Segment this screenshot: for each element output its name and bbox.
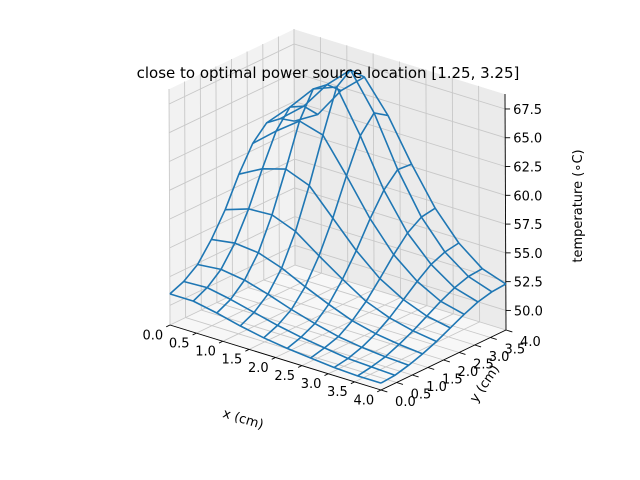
- wire-line-x: [192, 105, 319, 302]
- x-tick-label: 1.5: [222, 353, 243, 368]
- y-tick-label: 2.5: [473, 358, 494, 373]
- grid-line-z: [169, 72, 506, 139]
- x-tick-mark: [192, 332, 197, 336]
- y-tick-mark: [474, 344, 482, 348]
- x-tick-label: 0.0: [142, 328, 163, 343]
- y-tick-mark: [380, 389, 388, 393]
- y-tick-label: 1.5: [442, 373, 463, 388]
- wire-line-y: [280, 69, 493, 293]
- wire-line-y: [266, 86, 479, 303]
- wire-line-y: [211, 238, 423, 355]
- grid-line-y: [231, 58, 444, 361]
- z-tick-label: 52.5: [514, 276, 543, 291]
- wire-line-y: [252, 120, 465, 316]
- x-tick-mark: [271, 357, 276, 360]
- wire-line-y: [294, 76, 507, 285]
- wire-line-y: [169, 293, 382, 384]
- z-tick-label: 55.0: [514, 247, 543, 262]
- x-tick-label: 3.5: [327, 385, 348, 400]
- z-tick-label: 60.0: [513, 189, 542, 204]
- grid-lines: [168, 28, 507, 391]
- grid-line-z: [169, 158, 506, 225]
- x-axis-label: x (cm): [221, 406, 265, 433]
- grid-line-z: [168, 43, 506, 110]
- z-tick-label: 50.0: [514, 304, 543, 319]
- wire-line-x: [263, 112, 389, 339]
- wire-line-x: [286, 163, 412, 350]
- z-tick-label: 67.5: [513, 103, 542, 118]
- grid-line-z: [169, 101, 506, 167]
- wire-line-y: [238, 168, 451, 329]
- x-tick-label: 2.0: [248, 361, 269, 376]
- wireframe-surface: [169, 69, 507, 384]
- y-tick-mark: [427, 367, 435, 370]
- wire-line-y: [225, 208, 437, 343]
- z-axis-line: [504, 93, 507, 331]
- z-tick-label: 65.0: [513, 132, 542, 147]
- z-tick-label: 62.5: [513, 161, 542, 176]
- wire-line-x: [357, 268, 483, 377]
- z-axis-label: temperature (∘C): [571, 149, 586, 262]
- grid-line-y: [262, 43, 475, 346]
- y-tick-label: 4.0: [520, 335, 541, 350]
- y-tick-label: 3.5: [504, 343, 525, 358]
- y-tick-mark: [396, 382, 404, 385]
- wire-line-x: [216, 83, 342, 314]
- x-tick-mark: [350, 381, 355, 385]
- y-tick-label: 1.0: [426, 380, 447, 395]
- x-tick-mark: [377, 389, 382, 393]
- chart-title: close to optimal power source location […: [137, 64, 520, 82]
- x-tick-label: 0.5: [169, 336, 190, 351]
- wire-line-x: [333, 242, 460, 369]
- grid-line-z: [169, 129, 506, 196]
- grid-line-z: [169, 187, 506, 254]
- z-tick-label: 57.5: [514, 218, 543, 233]
- y-tick-mark: [490, 337, 497, 340]
- wire-line-y: [197, 263, 409, 366]
- grid-line-y: [246, 51, 460, 353]
- tick-labels: 0.00.51.01.52.02.53.03.54.0 0.00.51.01.52…: [142, 103, 542, 410]
- y-tick-mark: [458, 352, 466, 355]
- y-tick-label: 3.0: [489, 350, 510, 365]
- x-tick-label: 3.0: [301, 377, 322, 392]
- grid-line-y: [199, 73, 413, 376]
- grid-line-y: [293, 28, 507, 331]
- y-tick-label: 2.0: [458, 365, 479, 380]
- x-tick-mark: [166, 324, 171, 328]
- wire-line-x: [169, 117, 295, 295]
- x-tick-mark: [218, 340, 223, 344]
- y-tick-mark: [443, 359, 450, 363]
- x-tick-mark: [324, 373, 329, 376]
- x-tick-label: 2.5: [274, 369, 295, 384]
- y-tick-mark: [505, 329, 513, 333]
- y-tick-label: 0.5: [411, 388, 432, 403]
- wire-line-x: [380, 283, 507, 384]
- x-tick-mark: [297, 365, 303, 368]
- y-tick-label: 0.0: [395, 395, 416, 410]
- x-tick-label: 4.0: [353, 393, 374, 408]
- y-tick-mark: [412, 374, 419, 378]
- x-tick-label: 1.0: [195, 345, 216, 360]
- grid-line-z: [169, 244, 507, 311]
- wire-line-y: [183, 280, 396, 377]
- grid-line-y: [184, 81, 397, 383]
- wire-line-x: [310, 207, 436, 359]
- x-tick-mark: [245, 348, 250, 352]
- wire-line-x: [239, 69, 365, 327]
